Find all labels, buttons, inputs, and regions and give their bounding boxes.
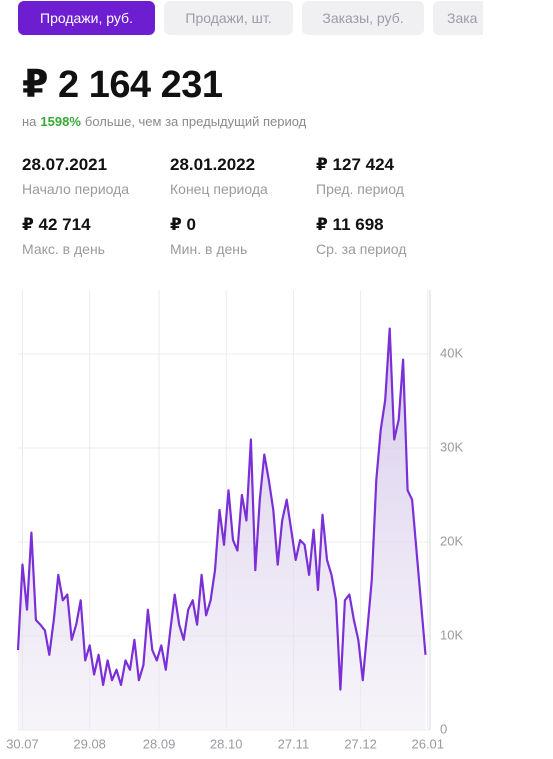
stat-value: 28.07.2021 — [22, 155, 108, 174]
stat-value: ₽ 11 698 — [316, 215, 384, 234]
stat: ₽ 0 Мин. в день — [170, 215, 247, 257]
tab[interactable]: Зака — [433, 1, 483, 35]
x-tick-label: 26.01 — [411, 736, 444, 751]
tab[interactable]: Продажи, руб. — [18, 1, 155, 35]
tab[interactable]: Продажи, шт. — [164, 1, 293, 35]
stat-value: ₽ 0 — [170, 215, 197, 234]
x-tick-label: 27.11 — [278, 736, 310, 751]
chart: 0 10K 20K 30K 40K 30.07 29.08 28.09 28.10 27.11 27… — [6, 290, 463, 751]
comparison: на 1598% больше, чем за предыдущий период — [22, 114, 306, 129]
stat-label: Пред. период — [316, 181, 404, 197]
tab-bar: Продажи, руб. Продажи, шт. Заказы, руб. … — [18, 0, 483, 52]
stat-label: Макс. в день — [22, 241, 105, 257]
stat: ₽ 42 714 Макс. в день — [22, 215, 105, 257]
stat-value: ₽ 127 424 — [316, 155, 395, 174]
stat: ₽ 11 698 Ср. за период — [316, 215, 406, 257]
tab[interactable]: Заказы, руб. — [302, 1, 424, 35]
x-tick-label: 30.07 — [6, 736, 39, 751]
stat-value: ₽ 42 714 — [22, 215, 91, 234]
comparison-percent: 1598% — [40, 114, 81, 129]
line — [16, 327, 427, 691]
stat-label: Начало периода — [22, 181, 130, 197]
comparison-prefix: на — [22, 114, 37, 129]
x-tick-label: 27.12 — [344, 736, 377, 751]
x-tick-label: 29.08 — [73, 736, 106, 751]
y-tick-label: 0 — [440, 721, 447, 736]
x-tick-label: 28.10 — [210, 736, 243, 751]
total: ₽ 2 164 231 — [22, 64, 223, 106]
stat: 28.01.2022 Конец периода — [170, 155, 268, 197]
y-tick-label: 40K — [440, 345, 463, 360]
stat-label: Ср. за период — [316, 241, 407, 257]
comparison-suffix: больше, чем за предыдущий период — [84, 114, 307, 129]
y-tick-label: 30K — [440, 439, 463, 454]
stat-label: Мин. в день — [170, 241, 248, 257]
x-tick-label: 28.09 — [143, 736, 176, 751]
stat-label: Конец периода — [170, 181, 268, 197]
stat: ₽ 127 424 Пред. период — [316, 155, 404, 197]
y-tick-label: 10K — [440, 627, 463, 642]
y-tick-label: 20K — [440, 533, 463, 548]
stat: 28.07.2021 Начало периода — [22, 155, 129, 197]
stat-value: 28.01.2022 — [170, 155, 256, 174]
